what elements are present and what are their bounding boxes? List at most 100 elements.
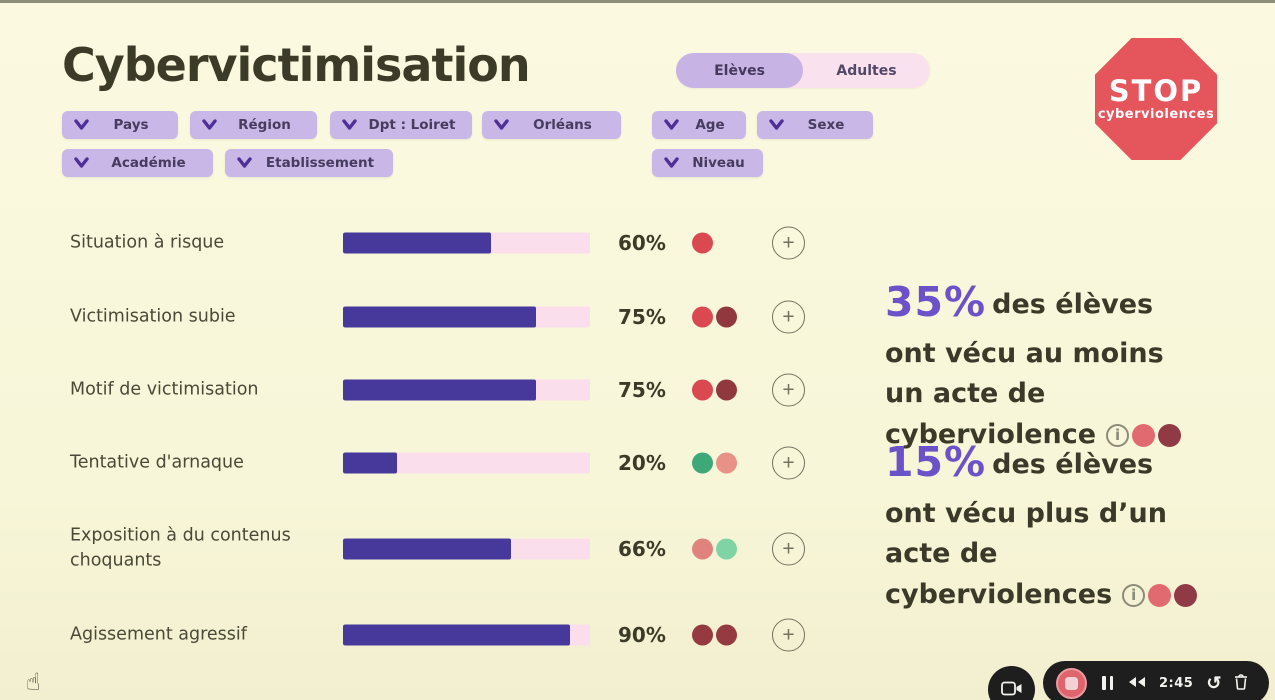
restart-button[interactable]: ↺ <box>1206 674 1221 692</box>
pause-button[interactable] <box>1100 674 1115 692</box>
chevron-down-icon <box>494 119 509 131</box>
metric-value: 90% <box>618 623 666 647</box>
metric-bar <box>343 538 590 560</box>
plus-icon: + <box>782 537 795 561</box>
metric-label: Agissement agressif <box>70 624 247 645</box>
metric-label: Motif de victimisation <box>70 379 259 400</box>
filter-pays[interactable]: Pays <box>62 111 178 139</box>
metric-label: Victimisation subie <box>70 306 236 327</box>
page-title: Cybervictimisation <box>62 38 531 92</box>
filter-ville[interactable]: Orléans <box>482 111 621 139</box>
video-camera-icon <box>1000 681 1023 699</box>
restart-icon: ↺ <box>1206 673 1222 693</box>
toggle-adultes[interactable]: Adultes <box>836 62 897 79</box>
stat-percentage: 35% <box>885 278 987 326</box>
stat-text: des élèves ont vécu au moins un acte de … <box>885 289 1164 450</box>
plus-icon: + <box>782 378 795 402</box>
metric-value: 60% <box>618 231 666 255</box>
expand-button[interactable]: + <box>772 300 805 334</box>
severity-dot <box>1174 583 1198 607</box>
filter-label: Etablissement <box>265 155 375 171</box>
cursor-hand-icon: ☝ <box>26 668 41 696</box>
severity-dots <box>692 452 737 474</box>
chevron-down-icon <box>74 119 89 131</box>
filter-sexe[interactable]: Sexe <box>757 111 873 139</box>
metric-bar-fill <box>343 624 571 646</box>
metric-label: Exposition à du contenus choquants <box>70 525 291 571</box>
screen-recorder-toolbar: 2:45 ↺ <box>1043 661 1269 700</box>
metric-row-tentative-arnaque: Tentative d'arnaque 20% + <box>0 434 830 492</box>
filter-departement[interactable]: Dpt : Loiret <box>330 111 472 139</box>
chevron-down-icon <box>74 157 89 169</box>
metric-bar-fill <box>343 232 492 254</box>
stat-text: des élèves ont vécu plus d’un acte de cy… <box>885 449 1167 610</box>
filter-label: Région <box>238 117 291 133</box>
audience-toggle: Elèves Adultes <box>676 53 930 88</box>
metric-bar <box>343 306 590 328</box>
filter-niveau[interactable]: Niveau <box>652 149 763 177</box>
metric-value: 66% <box>618 537 666 561</box>
severity-dots <box>692 306 737 328</box>
chevron-down-icon <box>202 119 217 131</box>
metric-label: Tentative d'arnaque <box>70 452 244 473</box>
delete-button[interactable] <box>1234 673 1248 693</box>
plus-icon: + <box>782 305 795 329</box>
chevron-down-icon <box>664 119 679 131</box>
expand-button[interactable]: + <box>772 618 805 652</box>
severity-dots <box>692 624 737 646</box>
toggle-eleves[interactable]: Elèves <box>676 53 803 88</box>
metric-value: 20% <box>618 451 666 475</box>
severity-dot <box>692 306 713 328</box>
metric-row-agissement-agressif: Agissement agressif 90% + <box>0 606 830 664</box>
severity-dot <box>692 232 713 254</box>
severity-dots <box>692 538 737 560</box>
filter-age[interactable]: Age <box>652 111 746 139</box>
severity-dots <box>692 232 713 254</box>
stat-icons: i <box>1122 583 1198 607</box>
recording-time: 2:45 <box>1159 675 1194 691</box>
expand-button[interactable]: + <box>772 373 805 407</box>
plus-icon: + <box>782 623 795 647</box>
severity-dot <box>692 452 713 474</box>
filter-etablissement[interactable]: Etablissement <box>225 149 393 177</box>
severity-dot <box>716 538 737 560</box>
pause-icon <box>1102 676 1106 690</box>
camera-button[interactable] <box>988 666 1035 700</box>
filter-label: Sexe <box>807 117 845 133</box>
metric-value: 75% <box>618 378 666 402</box>
severity-dots <box>692 379 737 401</box>
expand-button[interactable]: + <box>772 532 805 566</box>
chevron-down-icon <box>237 157 252 169</box>
severity-dot <box>716 624 737 646</box>
severity-dot <box>1132 423 1156 447</box>
severity-dot <box>716 379 737 401</box>
severity-dot <box>716 306 737 328</box>
rewind-button[interactable] <box>1128 676 1146 691</box>
severity-dot <box>692 379 713 401</box>
stat-icons: i <box>1106 423 1182 447</box>
metric-bar <box>343 452 590 474</box>
stat-percentage: 15% <box>885 438 987 486</box>
chevron-down-icon <box>664 157 679 169</box>
expand-button[interactable]: + <box>772 226 805 260</box>
severity-dot <box>1158 423 1182 447</box>
metric-row-motif-de-victimisation: Motif de victimisation 75% + <box>0 361 830 419</box>
filter-label: Orléans <box>533 117 592 133</box>
metric-bar <box>343 379 590 401</box>
filter-region[interactable]: Région <box>190 111 317 139</box>
stat-block-35: 35% des élèves ont vécu au moins un acte … <box>885 272 1210 455</box>
stop-recording-button[interactable] <box>1056 667 1087 699</box>
metric-bar <box>343 624 590 646</box>
metric-bar-fill <box>343 306 536 328</box>
filter-academie[interactable]: Académie <box>62 149 213 177</box>
filter-label: Niveau <box>692 155 745 171</box>
expand-button[interactable]: + <box>772 446 805 480</box>
rewind-icon <box>1128 676 1146 691</box>
stop-logo-subtext: cyberviolences <box>1097 107 1215 123</box>
info-icon[interactable]: i <box>1106 423 1130 447</box>
info-icon[interactable]: i <box>1122 583 1146 607</box>
stop-logo-text: STOP <box>1108 73 1204 108</box>
metric-row-situation-a-risque: Situation à risque 60% + <box>0 214 830 272</box>
chevron-down-icon <box>769 119 784 131</box>
metric-bar-fill <box>343 538 511 560</box>
